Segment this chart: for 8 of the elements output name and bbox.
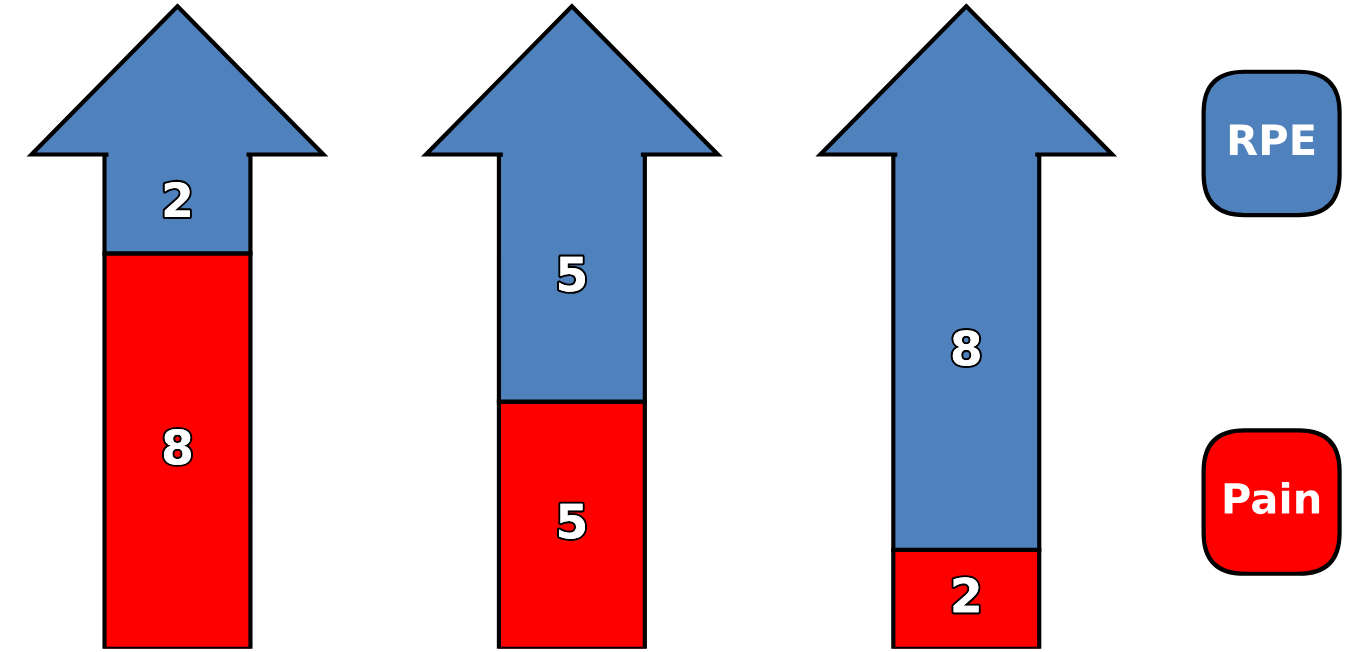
data-label: 5 bbox=[559, 503, 586, 539]
text: Pain bbox=[1224, 481, 1320, 515]
data-label: 5 bbox=[559, 256, 586, 292]
text: RPE bbox=[1229, 124, 1315, 155]
data-label: 2 bbox=[953, 577, 979, 613]
data-label: 8 bbox=[163, 429, 191, 465]
data-label: 2 bbox=[164, 181, 190, 217]
data-label: 8 bbox=[952, 330, 980, 366]
